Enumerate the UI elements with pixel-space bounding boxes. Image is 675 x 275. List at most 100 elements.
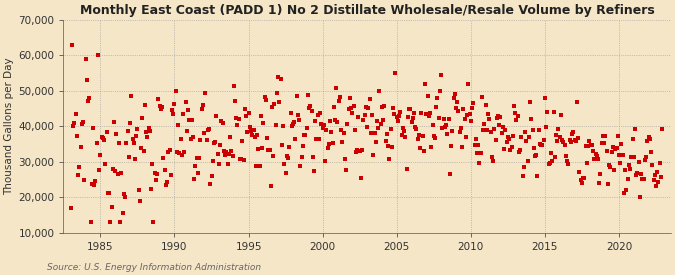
Point: [90, 179, 101, 183]
Point: [630, 127, 641, 131]
Point: [144, 129, 155, 133]
Point: [631, 172, 642, 177]
Point: [121, 141, 132, 145]
Point: [464, 112, 475, 116]
Point: [426, 145, 437, 149]
Point: [68, 124, 79, 128]
Point: [454, 130, 465, 134]
Point: [508, 134, 518, 138]
Point: [192, 171, 203, 175]
Point: [603, 182, 614, 187]
Point: [415, 146, 426, 150]
Point: [595, 172, 606, 177]
Point: [313, 113, 323, 117]
Point: [221, 150, 232, 155]
Point: [408, 111, 419, 115]
Point: [543, 161, 554, 166]
Point: [641, 155, 651, 159]
Point: [390, 71, 401, 75]
Point: [333, 99, 344, 103]
Point: [246, 129, 256, 133]
Point: [542, 110, 553, 114]
Point: [289, 120, 300, 124]
Point: [400, 135, 411, 140]
Point: [516, 135, 526, 139]
Point: [398, 126, 408, 130]
Point: [198, 130, 209, 135]
Point: [612, 134, 623, 138]
Point: [627, 137, 638, 141]
Point: [147, 162, 158, 167]
Point: [325, 119, 335, 123]
Point: [578, 176, 589, 180]
Point: [234, 117, 244, 121]
Point: [232, 123, 243, 127]
Point: [95, 152, 106, 157]
Point: [642, 139, 653, 143]
Point: [444, 172, 455, 176]
Point: [281, 153, 292, 158]
Point: [491, 116, 502, 120]
Point: [254, 164, 265, 169]
Point: [553, 127, 564, 131]
Point: [590, 152, 601, 156]
Point: [603, 163, 614, 167]
Point: [535, 142, 545, 146]
Point: [178, 112, 188, 116]
Point: [477, 95, 487, 99]
Y-axis label: Thousand Gallons per Day: Thousand Gallons per Day: [4, 57, 14, 195]
Point: [124, 154, 134, 159]
Point: [387, 106, 398, 110]
Point: [296, 155, 307, 160]
Point: [597, 134, 608, 138]
Point: [389, 112, 400, 117]
Point: [588, 148, 599, 153]
Point: [252, 133, 263, 138]
Point: [500, 128, 511, 132]
Point: [585, 143, 596, 147]
Point: [375, 122, 386, 126]
Point: [529, 145, 539, 150]
Point: [429, 136, 440, 141]
Point: [244, 125, 255, 129]
Point: [300, 133, 310, 137]
Point: [632, 171, 643, 175]
Point: [639, 158, 650, 163]
Point: [502, 135, 513, 139]
Point: [579, 175, 590, 180]
Point: [433, 116, 444, 120]
Point: [292, 113, 303, 117]
Point: [189, 177, 200, 182]
Point: [88, 125, 99, 130]
Point: [259, 95, 270, 100]
Point: [350, 150, 361, 154]
Point: [530, 154, 541, 158]
Point: [264, 148, 275, 152]
Point: [408, 116, 418, 120]
Point: [183, 107, 194, 112]
Point: [576, 180, 587, 185]
Point: [258, 120, 269, 125]
Point: [327, 141, 338, 145]
Point: [637, 177, 648, 182]
Point: [399, 129, 410, 133]
Point: [356, 176, 367, 180]
Point: [86, 181, 97, 186]
Point: [340, 156, 350, 161]
Point: [301, 126, 312, 130]
Point: [520, 130, 531, 134]
Point: [353, 114, 364, 119]
Point: [223, 151, 234, 156]
Point: [378, 118, 389, 122]
Point: [253, 146, 264, 151]
Point: [591, 154, 602, 158]
Point: [608, 145, 618, 150]
Point: [222, 162, 233, 166]
Point: [216, 119, 227, 124]
Point: [311, 136, 322, 141]
Point: [148, 220, 159, 224]
Point: [179, 150, 190, 154]
Point: [91, 141, 102, 145]
Point: [557, 138, 568, 142]
Point: [157, 104, 167, 109]
